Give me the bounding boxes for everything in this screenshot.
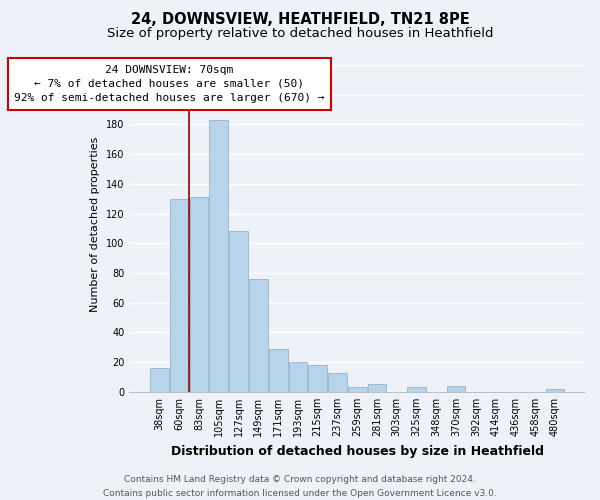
Bar bbox=[407, 388, 426, 392]
Bar bbox=[545, 389, 564, 392]
Bar bbox=[368, 384, 386, 392]
Text: Contains HM Land Registry data © Crown copyright and database right 2024.
Contai: Contains HM Land Registry data © Crown c… bbox=[103, 476, 497, 498]
X-axis label: Distribution of detached houses by size in Heathfield: Distribution of detached houses by size … bbox=[171, 444, 544, 458]
Bar bbox=[249, 279, 268, 392]
Bar bbox=[229, 232, 248, 392]
Bar bbox=[289, 362, 307, 392]
Text: 24 DOWNSVIEW: 70sqm
← 7% of detached houses are smaller (50)
92% of semi-detache: 24 DOWNSVIEW: 70sqm ← 7% of detached hou… bbox=[14, 65, 325, 103]
Bar bbox=[170, 198, 188, 392]
Text: Size of property relative to detached houses in Heathfield: Size of property relative to detached ho… bbox=[107, 28, 493, 40]
Bar bbox=[269, 349, 287, 392]
Text: 24, DOWNSVIEW, HEATHFIELD, TN21 8PE: 24, DOWNSVIEW, HEATHFIELD, TN21 8PE bbox=[131, 12, 469, 28]
Bar bbox=[150, 368, 169, 392]
Bar bbox=[348, 388, 367, 392]
Bar bbox=[308, 365, 327, 392]
Bar bbox=[446, 386, 466, 392]
Bar bbox=[209, 120, 228, 392]
Y-axis label: Number of detached properties: Number of detached properties bbox=[91, 137, 100, 312]
Bar bbox=[328, 372, 347, 392]
Bar bbox=[190, 197, 208, 392]
